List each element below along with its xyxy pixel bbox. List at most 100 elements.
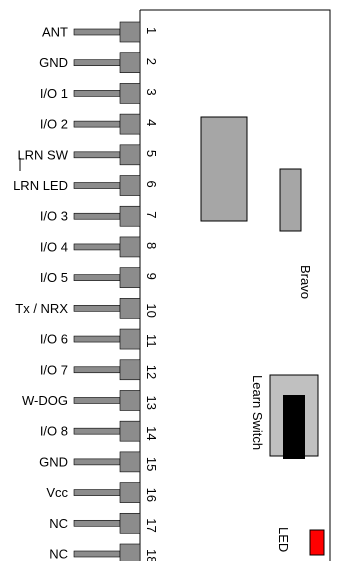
pin-label: LRN LED (13, 178, 68, 193)
pin-pad (119, 83, 141, 104)
pin-label: I/O 6 (40, 332, 68, 347)
pin-row: Vcc 16 (46, 482, 159, 503)
pin-row: I/O 2 4 (40, 113, 159, 135)
pin-lead (73, 90, 121, 97)
pin-pad (119, 451, 141, 473)
pin-lead (73, 519, 121, 527)
pin-row: GND 2 (39, 52, 159, 74)
pin-pad (119, 175, 141, 196)
pin-pad (119, 359, 141, 381)
pin-row: LRN LED 6 (13, 175, 159, 196)
pin-label: I/O 7 (40, 362, 68, 377)
pin-lead (73, 366, 121, 374)
pin-row: W-DOG 13 (22, 390, 159, 411)
pin-pad (119, 113, 141, 135)
pin-pad (119, 543, 141, 561)
pin-label: LRN SW (17, 147, 68, 162)
pin-label: NC (49, 516, 68, 531)
pin-label: I/O 8 (40, 424, 68, 439)
pin-row: I/O 6 11 (40, 328, 159, 350)
pin-row: I/O 7 12 (40, 359, 159, 381)
pin-lead (73, 550, 121, 558)
pin-row: ANT 1 (42, 21, 159, 43)
pin-lead (73, 397, 121, 404)
learn-switch-button[interactable] (283, 395, 305, 459)
pin-number: 12 (144, 365, 159, 379)
pin-lead (73, 458, 121, 466)
pin-row: I/O 5 9 (40, 267, 159, 288)
pin-pad (119, 144, 141, 166)
pin-label: ANT (42, 25, 68, 40)
pin-lead (73, 212, 121, 220)
led-indicator (309, 529, 325, 556)
pin-pad (119, 420, 141, 442)
pin-list: ANT 1 GND 2 I/O 1 3 I/O 2 4 LRN SW 5 LRN LED 6 I/O 3… (13, 21, 159, 561)
pin-number: 14 (144, 426, 159, 440)
pin-lead (73, 305, 121, 312)
pin-pad (119, 390, 141, 411)
pin-lead (73, 59, 121, 67)
pin-row: LRN SW 5 (17, 144, 159, 166)
pin-label: I/O 3 (40, 209, 68, 224)
main-chip (200, 116, 248, 222)
pin-lead (73, 120, 121, 128)
pin-label: GND (39, 55, 68, 70)
pin-row: I/O 3 7 (40, 205, 159, 227)
pin-label: W-DOG (22, 393, 68, 408)
pin-number: 13 (144, 395, 159, 409)
pin-pad (119, 482, 141, 503)
pin-lead (73, 274, 121, 281)
led-label: LED (276, 527, 291, 552)
pin-number: 10 (144, 303, 159, 317)
pin-row: I/O 4 8 (40, 236, 159, 258)
pin-row: I/O 8 14 (40, 420, 159, 442)
pin-label: Vcc (46, 485, 68, 500)
pin-number: 2 (144, 58, 159, 65)
pin-pad (119, 21, 141, 43)
pin-lead (73, 335, 121, 343)
pin-number: 18 (144, 549, 159, 561)
pin-row: NC 17 (49, 512, 159, 534)
pin-number: 4 (144, 119, 159, 126)
pin-number: 1 (144, 27, 159, 34)
bravo-label: Bravo (298, 265, 313, 299)
pin-number: 11 (144, 334, 159, 348)
pin-lead (73, 489, 121, 496)
pin-pad (119, 298, 141, 319)
pin-number: 7 (144, 211, 159, 218)
pin-pad (119, 328, 141, 350)
pin-row: GND 15 (39, 451, 159, 473)
pin-label: GND (39, 454, 68, 469)
pin-label: I/O 5 (40, 270, 68, 285)
pin-pad (119, 512, 141, 534)
pin-pad (119, 52, 141, 74)
pin-row: Tx / NRX 10 (15, 298, 159, 319)
learn-switch-label: Learn Switch (250, 375, 265, 450)
pin-lead (73, 243, 121, 251)
pin-label: NC (49, 547, 68, 561)
pin-lead (73, 151, 121, 159)
pin-label: I/O 2 (40, 117, 68, 132)
pin-number: 9 (144, 273, 159, 280)
pin-row: NC 18 (49, 543, 159, 561)
board-outline (140, 9, 331, 561)
pin-number: 16 (144, 488, 159, 502)
pin-number: 5 (144, 150, 159, 157)
pin-label: I/O 1 (40, 86, 68, 101)
pin-label: I/O 4 (40, 239, 68, 254)
small-chip (279, 168, 302, 232)
pin-number: 8 (144, 242, 159, 249)
pin-pad (119, 205, 141, 227)
pin-number: 17 (144, 518, 159, 532)
pin-number: 6 (144, 181, 159, 188)
pin-pad (119, 236, 141, 258)
pin-number: 3 (144, 88, 159, 95)
pin-lead (73, 427, 121, 435)
pin-lead (73, 28, 121, 36)
pin-lead (73, 182, 121, 189)
pin-label: Tx / NRX (15, 301, 68, 316)
pin-pad (119, 267, 141, 288)
pin-row: I/O 1 3 (40, 83, 159, 104)
pin-number: 15 (144, 457, 159, 471)
